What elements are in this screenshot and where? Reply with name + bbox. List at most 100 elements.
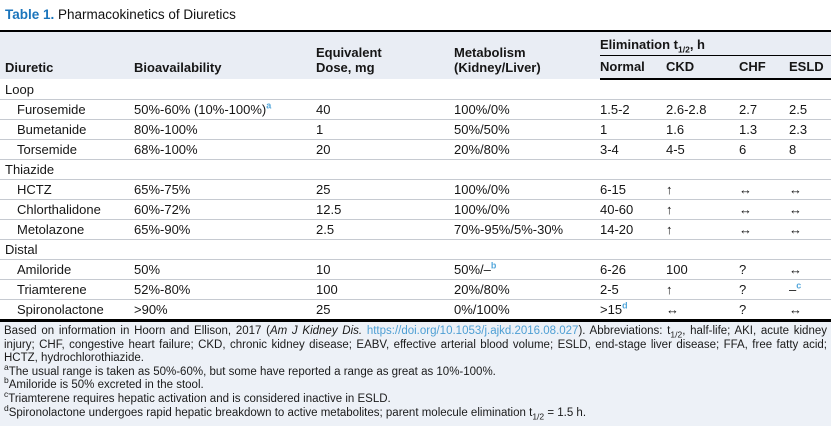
- cell-value: ↔: [789, 221, 802, 237]
- cell-ckd: ↑: [666, 199, 739, 220]
- cell-value: 2.6-2.8: [666, 101, 707, 117]
- table-row: HCTZ 65%-75% 25 100%/0% 6-15 ↑ ↔ ↔: [0, 179, 831, 200]
- cell-normal: 1.5-2: [600, 99, 666, 120]
- cell-value: ↑: [666, 221, 673, 237]
- footnote-item: aThe usual range is taken as 50%-60%, bu…: [4, 363, 827, 380]
- footnote-text: Amiloride is 50% excreted in the stool.: [8, 379, 204, 392]
- cell-value: Spironolactone: [17, 301, 104, 317]
- footnote-text: ). Abbreviations: t: [578, 325, 671, 337]
- footnote-marker: c: [796, 280, 802, 291]
- cell-diuretic: Furosemide: [0, 99, 134, 120]
- footnote-item: cTriamterene requires hepatic activation…: [4, 390, 827, 407]
- cell-value: 6: [739, 141, 747, 157]
- cell-esld: ↔: [789, 219, 831, 240]
- cell-value: ?: [739, 301, 747, 317]
- cell-normal: 3-4: [600, 139, 666, 160]
- half-life-subscript: 1/2: [670, 329, 683, 340]
- cell-value: 2.3: [789, 121, 808, 137]
- cell-value: ↔: [789, 261, 802, 277]
- cell-value: Amiloride: [17, 261, 72, 277]
- cell-value: ↔: [739, 221, 752, 237]
- table-row: Torsemide 68%-100% 20 20%/80% 3-4 4-5 6 8: [0, 139, 831, 160]
- table-footnotes: Based on information in Hoorn and Elliso…: [0, 322, 831, 426]
- cell-value: 25: [316, 181, 331, 197]
- cell-value: ↔: [666, 301, 679, 317]
- cell-value: >90%: [134, 301, 168, 317]
- cell-esld: 2.3: [789, 119, 831, 140]
- cell-value: 1.5-2: [600, 101, 630, 117]
- cell-bioavailability: 68%-100%: [134, 139, 316, 160]
- cell-metabolism: 70%-95%/5%-30%: [454, 219, 600, 240]
- cell-dose: 25: [316, 299, 454, 321]
- table-row: Amiloride 50% 10 50%/–b 6-26 100? ↔: [0, 259, 831, 280]
- footnote-marker: b: [490, 260, 497, 271]
- footnote-text: = 1.5 h.: [544, 406, 587, 419]
- cell-ckd: 100: [666, 259, 739, 280]
- footnote-text: , half-life; AKI, acute kidney injury; C…: [4, 325, 827, 365]
- footnote-marker: d: [622, 300, 628, 311]
- cell-chf: ↔: [739, 179, 789, 200]
- cell-ckd: 2.6-2.8: [666, 99, 739, 120]
- footnote-text: The usual range is taken as 50%-60%, but…: [8, 365, 496, 378]
- cell-dose: 25: [316, 179, 454, 200]
- cell-dose: 10: [316, 259, 454, 280]
- cell-normal: 6-26: [600, 259, 666, 280]
- cell-esld: ↔: [789, 299, 831, 321]
- table-number: Table 1.: [5, 7, 55, 22]
- cell-ckd: ↑: [666, 279, 739, 300]
- column-header-esld: ESLD: [789, 55, 831, 80]
- cell-diuretic: Chlorthalidone: [0, 199, 134, 220]
- doi-link[interactable]: https://doi.org/10.1053/j.ajkd.2016.08.0…: [366, 325, 579, 337]
- cell-value: Torsemide: [17, 141, 77, 157]
- cell-diuretic: Spironolactone: [0, 299, 134, 321]
- cell-metabolism: 100%/0%: [454, 179, 600, 200]
- cell-value: 70%-95%/5%-30%: [454, 221, 564, 237]
- cell-normal: 14-20: [600, 219, 666, 240]
- cell-value: ↔: [739, 181, 752, 197]
- column-header-ckd: CKD: [666, 55, 739, 80]
- cell-value: 4-5: [666, 141, 685, 157]
- cell-value: ↑: [666, 181, 673, 197]
- table-row: Spironolactone >90% 25 0%/100% >15d ↔? ↔: [0, 299, 831, 321]
- cell-ckd: ↑: [666, 219, 739, 240]
- cell-value: 50%/–: [454, 261, 491, 277]
- section-label: Loop: [0, 79, 831, 100]
- cell-value: ↔: [789, 301, 802, 317]
- cell-value: 6-15: [600, 181, 627, 197]
- footnote-item: bAmiloride is 50% excreted in the stool.: [4, 375, 827, 393]
- footnote-item: dSpironolactone undergoes rapid hepatic …: [4, 403, 827, 421]
- footnote-source: Based on information in Hoorn and Elliso…: [4, 325, 827, 366]
- cell-value: Furosemide: [17, 101, 86, 117]
- footnote-list: aThe usual range is taken as 50%-60%, bu…: [4, 363, 827, 421]
- cell-value: 1.6: [666, 121, 685, 137]
- cell-value: 50%/50%: [454, 121, 510, 137]
- cell-normal: 6-15: [600, 179, 666, 200]
- table-header: Diuretic Bioavailability Equivalent Dose…: [0, 31, 831, 80]
- cell-value: 100%/0%: [454, 101, 510, 117]
- table-row: Furosemide 50%-60% (10%-100%)a 40 100%/0% 1.…: [0, 99, 831, 120]
- cell-value: 2-5: [600, 281, 619, 297]
- header-line: Equivalent: [316, 45, 382, 60]
- cell-value: 50%: [134, 261, 161, 277]
- cell-metabolism: 50%/50%: [454, 119, 600, 140]
- cell-esld: 2.5: [789, 99, 831, 120]
- cell-esld: ↔: [789, 259, 831, 280]
- cell-value: 80%-100%: [134, 121, 198, 137]
- cell-chf: ?: [739, 279, 789, 300]
- cell-chf: ↔: [739, 219, 789, 240]
- cell-value: 2.7: [739, 101, 758, 117]
- cell-value: 68%-100%: [134, 141, 198, 157]
- cell-diuretic: Amiloride: [0, 259, 134, 280]
- cell-chf: ?: [739, 259, 789, 280]
- half-life-subscript: 1/2: [678, 44, 690, 55]
- cell-normal: 40-60: [600, 199, 666, 220]
- cell-value: Chlorthalidone: [17, 201, 101, 217]
- cell-value: –: [789, 281, 797, 297]
- cell-value: 6-26: [600, 261, 627, 277]
- table-row: Chlorthalidone 60%-72% 12.5 100%/0% 40-60 ↑ ↔ ↔: [0, 199, 831, 220]
- column-header-normal: Normal: [600, 55, 666, 80]
- cell-value: ↑: [666, 281, 673, 297]
- footnote-item-marker: b: [4, 375, 9, 386]
- cell-value: 20%/80%: [454, 281, 510, 297]
- table-caption-text: Pharmacokinetics of Diuretics: [54, 7, 236, 22]
